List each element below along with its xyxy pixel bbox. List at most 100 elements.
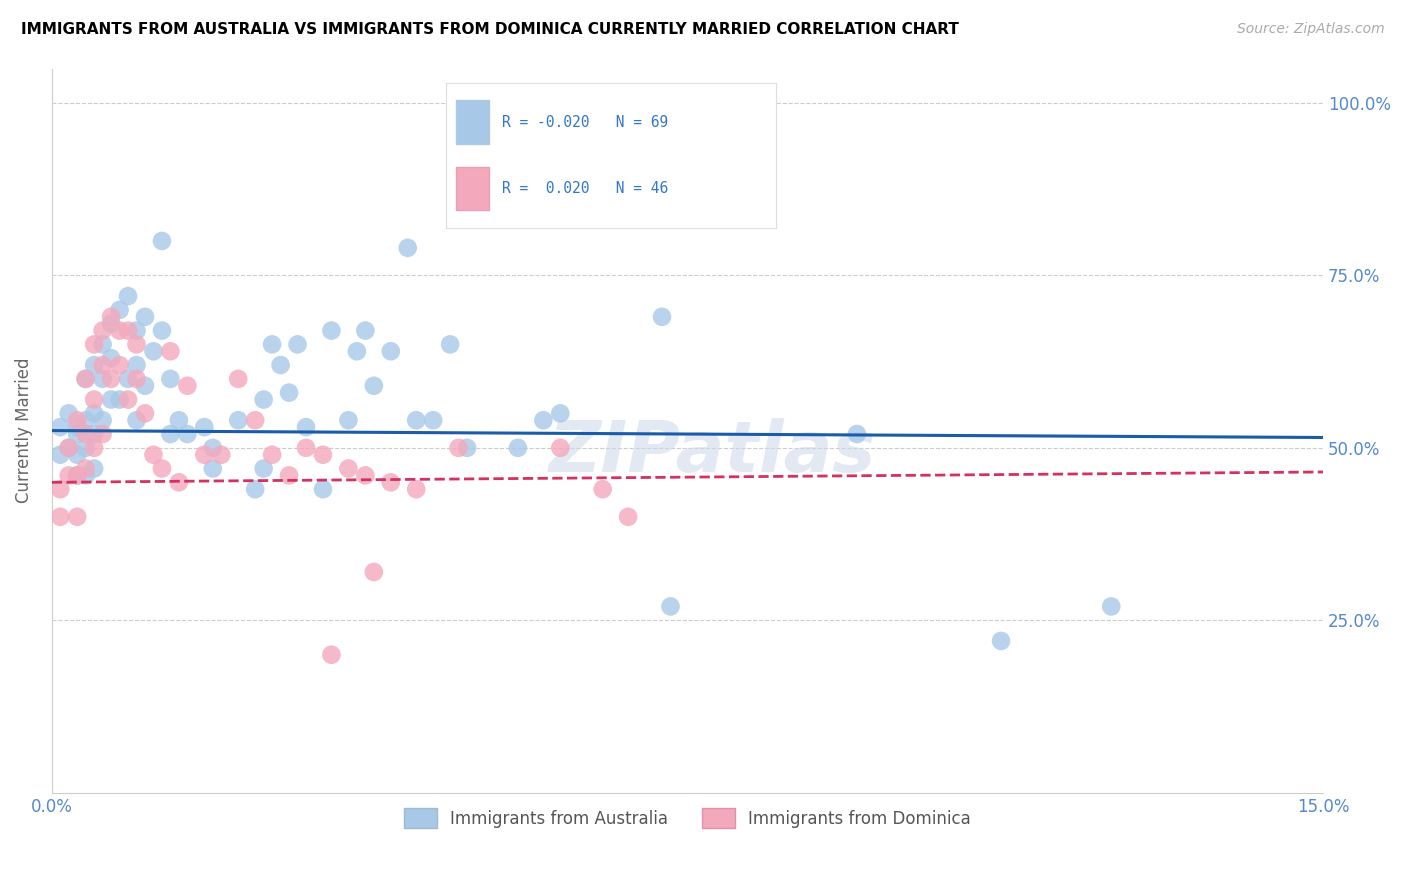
- Point: [83, 337, 105, 351]
- Text: ZIPatlas: ZIPatlas: [550, 417, 876, 487]
- Point: [117, 392, 139, 407]
- Point: [363, 565, 385, 579]
- Point: [447, 441, 470, 455]
- Point: [75, 413, 97, 427]
- Point: [91, 358, 114, 372]
- Point: [66, 413, 89, 427]
- Point: [83, 358, 105, 372]
- Point: [159, 344, 181, 359]
- Point: [270, 358, 292, 372]
- Point: [337, 461, 360, 475]
- Point: [592, 482, 614, 496]
- Point: [83, 406, 105, 420]
- Point: [295, 441, 318, 455]
- Point: [100, 351, 122, 366]
- Point: [550, 406, 572, 420]
- Point: [83, 392, 105, 407]
- Point: [66, 509, 89, 524]
- Point: [75, 372, 97, 386]
- Point: [550, 441, 572, 455]
- Point: [75, 468, 97, 483]
- Point: [117, 289, 139, 303]
- Point: [321, 648, 343, 662]
- Point: [201, 441, 224, 455]
- Point: [405, 482, 427, 496]
- Point: [91, 372, 114, 386]
- Point: [226, 413, 249, 427]
- Point: [125, 324, 148, 338]
- Point: [990, 634, 1012, 648]
- Point: [651, 310, 673, 324]
- Point: [287, 337, 309, 351]
- Point: [49, 509, 72, 524]
- Point: [58, 406, 80, 420]
- Point: [1099, 599, 1122, 614]
- Point: [66, 448, 89, 462]
- Point: [346, 344, 368, 359]
- Point: [142, 448, 165, 462]
- Point: [83, 461, 105, 475]
- Point: [193, 448, 215, 462]
- Point: [150, 461, 173, 475]
- Point: [422, 413, 444, 427]
- Point: [75, 372, 97, 386]
- Point: [125, 413, 148, 427]
- Point: [66, 420, 89, 434]
- Point: [134, 406, 156, 420]
- Point: [354, 468, 377, 483]
- Point: [125, 358, 148, 372]
- Point: [253, 392, 276, 407]
- Point: [193, 420, 215, 434]
- Point: [125, 337, 148, 351]
- Point: [66, 468, 89, 483]
- Point: [91, 337, 114, 351]
- Point: [295, 420, 318, 434]
- Point: [447, 178, 470, 193]
- Point: [506, 441, 529, 455]
- Point: [49, 482, 72, 496]
- Point: [201, 461, 224, 475]
- Point: [75, 441, 97, 455]
- Point: [150, 324, 173, 338]
- Point: [396, 241, 419, 255]
- Point: [75, 461, 97, 475]
- Point: [354, 324, 377, 338]
- Point: [83, 427, 105, 442]
- Point: [66, 427, 89, 442]
- Point: [125, 372, 148, 386]
- Point: [58, 441, 80, 455]
- Point: [312, 448, 335, 462]
- Y-axis label: Currently Married: Currently Married: [15, 358, 32, 503]
- Point: [167, 413, 190, 427]
- Point: [49, 448, 72, 462]
- Point: [363, 378, 385, 392]
- Point: [262, 448, 284, 462]
- Point: [117, 372, 139, 386]
- Point: [159, 427, 181, 442]
- Point: [321, 324, 343, 338]
- Point: [617, 509, 640, 524]
- Legend: Immigrants from Australia, Immigrants from Dominica: Immigrants from Australia, Immigrants fr…: [396, 801, 977, 835]
- Point: [150, 234, 173, 248]
- Point: [176, 378, 198, 392]
- Text: Source: ZipAtlas.com: Source: ZipAtlas.com: [1237, 22, 1385, 37]
- Point: [846, 427, 869, 442]
- Point: [142, 344, 165, 359]
- Point: [100, 310, 122, 324]
- Point: [278, 385, 301, 400]
- Point: [49, 420, 72, 434]
- Point: [262, 337, 284, 351]
- Point: [100, 317, 122, 331]
- Point: [243, 413, 266, 427]
- Point: [337, 413, 360, 427]
- Point: [91, 413, 114, 427]
- Point: [134, 310, 156, 324]
- Point: [209, 448, 232, 462]
- Point: [253, 461, 276, 475]
- Point: [405, 413, 427, 427]
- Point: [380, 344, 402, 359]
- Point: [108, 392, 131, 407]
- Point: [91, 324, 114, 338]
- Point: [58, 441, 80, 455]
- Point: [659, 599, 682, 614]
